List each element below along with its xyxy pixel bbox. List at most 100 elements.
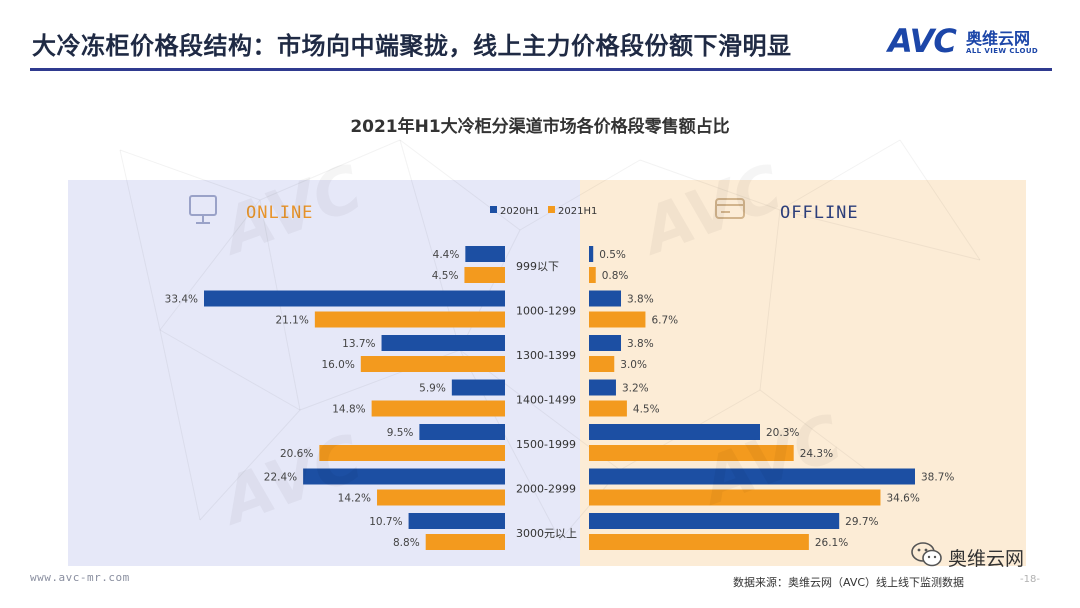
category-label: 1000-1299 [516, 305, 576, 318]
network-line [779, 139, 901, 211]
offline-bar [589, 513, 840, 529]
category-label: 1400-1499 [516, 394, 576, 407]
offline-bar [589, 424, 761, 440]
online-bar [360, 356, 505, 372]
online-bar [371, 400, 505, 417]
online-data-label: 8.8% [393, 537, 420, 549]
monitor-icon [189, 195, 217, 224]
online-bar [464, 267, 505, 283]
offline-data-label: 20.3% [766, 427, 799, 439]
category-label: 3000元以上 [516, 527, 577, 540]
network-line [119, 149, 161, 331]
offline-bar [589, 246, 594, 262]
logo-mark: AVC [888, 22, 957, 60]
network-line [899, 139, 981, 261]
header-title: 大冷冻柜价格段结构：市场向中端聚拢，线上主力价格段份额下滑明显 [32, 32, 792, 60]
online-data-label: 20.6% [280, 448, 313, 460]
offline-data-label: 34.6% [886, 493, 919, 505]
online-bar [319, 445, 505, 461]
network-line [119, 149, 261, 201]
online-data-label: 4.5% [432, 270, 459, 282]
online-bar [381, 335, 505, 351]
offline-bar [589, 468, 915, 485]
offline-bar [589, 534, 809, 550]
footer-source: 数据来源：奥维云网（AVC）线上线下监测数据 [733, 576, 965, 589]
online-bar [314, 311, 505, 328]
online-bar [419, 424, 505, 440]
wechat-badge: 奥维云网 [908, 538, 1058, 572]
legend-label: 2021H1 [558, 206, 597, 217]
offline-bar [589, 311, 646, 328]
offline-data-label: 3.0% [620, 359, 647, 371]
online-data-label: 5.9% [419, 383, 446, 395]
category-label: 2000-2999 [516, 483, 576, 496]
offline-data-label: 26.1% [815, 537, 848, 549]
offline-data-label: 3.8% [627, 338, 654, 350]
network-line [519, 159, 641, 231]
category-label: 1300-1399 [516, 349, 576, 362]
offline-bar [589, 267, 596, 283]
offline-bar [589, 290, 622, 307]
legend-swatch [490, 206, 497, 213]
offline-bar [589, 379, 616, 396]
online-bar [377, 489, 505, 506]
offline-bar [589, 489, 881, 506]
offline-data-label: 0.8% [602, 270, 629, 282]
network-line [759, 389, 881, 481]
online-data-label: 21.1% [275, 315, 308, 327]
wechat-label: 奥维云网 [948, 548, 1025, 570]
wechat-icon [911, 542, 942, 567]
card-icon [715, 198, 745, 219]
category-label: 999以下 [516, 260, 559, 273]
avc-logo: AVC 奥维云网 ALL VIEW CLOUD [888, 22, 1058, 62]
offline-bar [589, 400, 627, 417]
online-bar [204, 290, 505, 307]
chart-title: 2021年H1大冷柜分渠道市场各价格段零售额占比 [350, 117, 730, 137]
offline-data-label: 3.8% [627, 294, 654, 306]
legend-swatch [548, 206, 555, 213]
network-line [199, 409, 301, 521]
online-panel-label: ONLINE [246, 203, 313, 223]
legend-label: 2020H1 [500, 206, 539, 217]
online-bar [303, 468, 505, 485]
online-data-label: 22.4% [264, 472, 297, 484]
offline-data-label: 3.2% [622, 383, 649, 395]
network-line [159, 199, 261, 331]
offline-data-label: 24.3% [800, 448, 833, 460]
network-line [459, 229, 521, 351]
header-divider [30, 68, 1052, 71]
logo-cn-name: 奥维云网 [966, 29, 1031, 48]
network-line [779, 209, 981, 261]
online-data-label: 4.4% [433, 249, 460, 261]
online-data-label: 10.7% [369, 516, 402, 528]
online-bar [465, 246, 505, 262]
network-line [639, 159, 781, 211]
online-data-label: 14.2% [338, 493, 371, 505]
category-label: 1500-1999 [516, 438, 576, 451]
offline-panel-label: OFFLINE [780, 203, 859, 223]
offline-data-label: 0.5% [599, 249, 626, 261]
offline-data-label: 4.5% [633, 404, 660, 416]
offline-bar [589, 356, 615, 372]
network-line [399, 139, 521, 231]
footer-website[interactable]: www.avc-mr.com [30, 571, 130, 584]
online-data-label: 16.0% [321, 359, 354, 371]
network-line [259, 139, 401, 201]
network-line [159, 329, 201, 521]
network-line [759, 209, 781, 391]
network-line [159, 329, 301, 411]
page-number: -18- [1020, 574, 1040, 585]
offline-bar [589, 445, 794, 461]
online-bar [425, 534, 505, 550]
online-data-label: 14.8% [332, 404, 365, 416]
offline-data-label: 29.7% [845, 516, 878, 528]
online-data-label: 33.4% [165, 294, 198, 306]
online-bar [408, 513, 505, 529]
online-bar [451, 379, 505, 396]
offline-data-label: 6.7% [651, 315, 678, 327]
online-data-label: 9.5% [387, 427, 414, 439]
offline-data-label: 38.7% [921, 472, 954, 484]
offline-bar [589, 335, 622, 351]
logo-en-name: ALL VIEW CLOUD [966, 47, 1039, 55]
